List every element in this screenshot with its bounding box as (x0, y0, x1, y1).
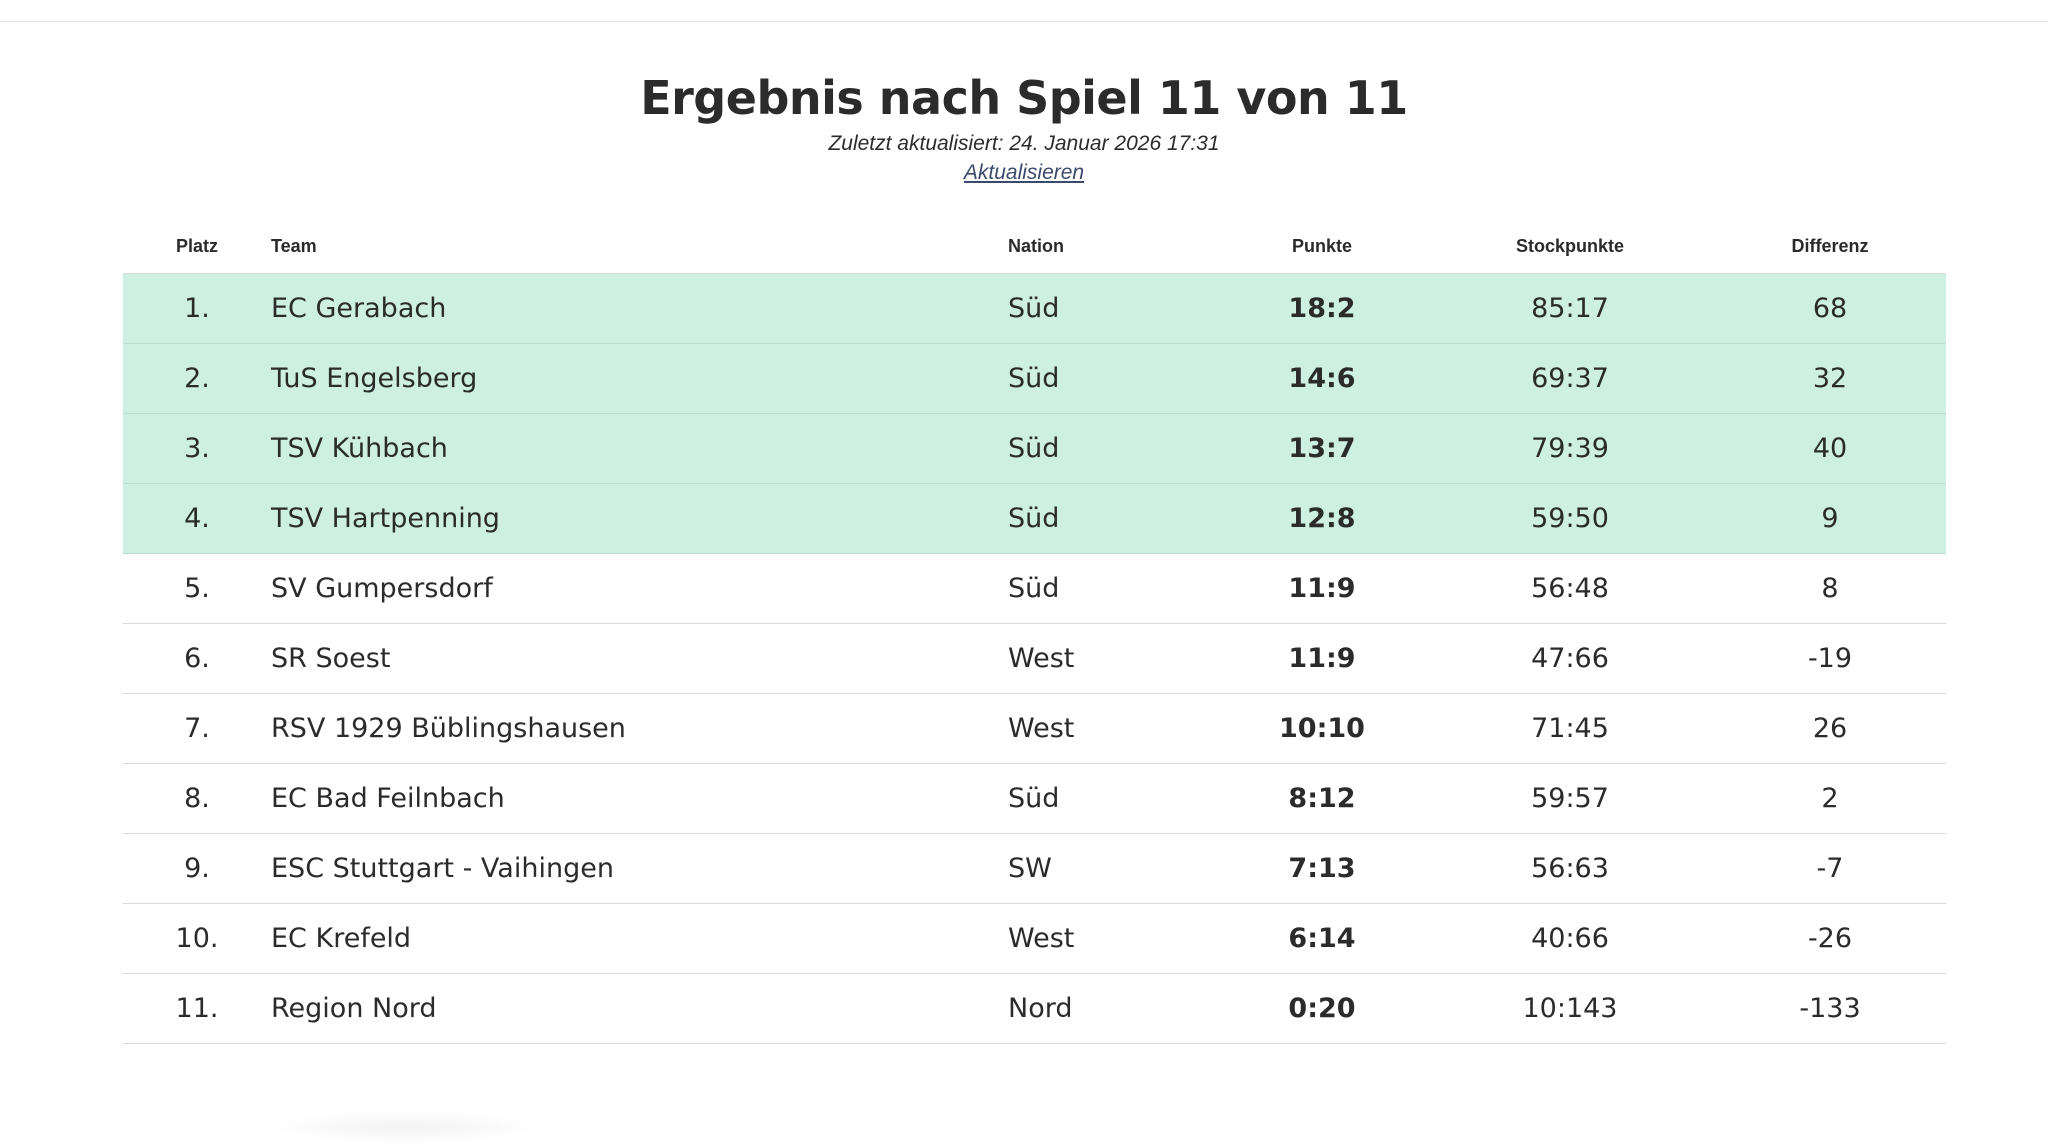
cell-nation: Süd (1008, 343, 1218, 414)
cell-stockpunkte: 56:63 (1426, 833, 1714, 904)
cell-differenz: -133 (1714, 973, 1946, 1044)
column-header-stockpunkte: Stockpunkte (1515, 236, 1625, 256)
cell-team: ESC Stuttgart - Vaihingen (271, 833, 1008, 904)
cell-nation: Süd (1008, 483, 1218, 554)
table-row: 9. ESC Stuttgart - Vaihingen SW 7:13 56:… (123, 833, 1946, 904)
refresh-link[interactable]: Aktualisieren (963, 161, 1085, 184)
table-row: 10. EC Krefeld West 6:14 40:66 -26 (123, 903, 1946, 974)
cell-stockpunkte: 59:57 (1426, 763, 1714, 834)
cell-nation: SW (1008, 833, 1218, 904)
cell-punkte: 18:2 (1218, 273, 1426, 344)
top-divider (0, 21, 2048, 22)
cell-platz: 2. (123, 343, 271, 414)
cell-platz: 10. (123, 903, 271, 974)
cell-nation: Süd (1008, 553, 1218, 624)
cell-punkte: 6:14 (1218, 903, 1426, 974)
cell-platz: 9. (123, 833, 271, 904)
cell-team: EC Bad Feilnbach (271, 763, 1008, 834)
cell-platz: 11. (123, 973, 271, 1044)
cell-differenz: 26 (1714, 693, 1946, 764)
cell-stockpunkte: 69:37 (1426, 343, 1714, 414)
column-header-differenz: Differenz (1791, 236, 1869, 256)
cell-nation: West (1008, 903, 1218, 974)
cell-stockpunkte: 59:50 (1426, 483, 1714, 554)
cell-differenz: 2 (1714, 763, 1946, 834)
cell-nation: Süd (1008, 413, 1218, 484)
cell-platz: 8. (123, 763, 271, 834)
cell-differenz: 9 (1714, 483, 1946, 554)
cell-stockpunkte: 10:143 (1426, 973, 1714, 1044)
cell-nation: West (1008, 623, 1218, 694)
cell-punkte: 10:10 (1218, 693, 1426, 764)
results-header: Ergebnis nach Spiel 11 von 11 Zuletzt ak… (0, 66, 2048, 188)
cell-team: EC Krefeld (271, 903, 1008, 974)
standings-table-container: Platz Team Nation Punkte Stockpunkte Dif… (123, 220, 1946, 1044)
cell-differenz: 32 (1714, 343, 1946, 414)
cell-differenz: 40 (1714, 413, 1946, 484)
cell-punkte: 0:20 (1218, 973, 1426, 1044)
cell-stockpunkte: 47:66 (1426, 623, 1714, 694)
column-header-platz: Platz (175, 236, 218, 256)
cell-differenz: -7 (1714, 833, 1946, 904)
column-header-nation: Nation (1008, 236, 1064, 256)
table-row: 7. RSV 1929 Büblingshausen West 10:10 71… (123, 693, 1946, 764)
table-body: 1. EC Gerabach Süd 18:2 85:17 68 2. TuS … (123, 273, 1946, 1044)
cell-platz: 5. (123, 553, 271, 624)
cell-platz: 3. (123, 413, 271, 484)
column-header-team: Team (271, 236, 317, 256)
cell-team: Region Nord (271, 973, 1008, 1044)
table-row: 3. TSV Kühbach Süd 13:7 79:39 40 (123, 413, 1946, 484)
cell-differenz: -19 (1714, 623, 1946, 694)
cell-punkte: 13:7 (1218, 413, 1426, 484)
standings-table: Platz Team Nation Punkte Stockpunkte Dif… (123, 220, 1946, 1044)
bottom-shadow-decoration (270, 1110, 540, 1144)
table-row: 11. Region Nord Nord 0:20 10:143 -133 (123, 973, 1946, 1044)
cell-stockpunkte: 79:39 (1426, 413, 1714, 484)
cell-stockpunkte: 71:45 (1426, 693, 1714, 764)
cell-team: TSV Kühbach (271, 413, 1008, 484)
cell-platz: 1. (123, 273, 271, 344)
table-row: 5. SV Gumpersdorf Süd 11:9 56:48 8 (123, 553, 1946, 624)
table-row: 8. EC Bad Feilnbach Süd 8:12 59:57 2 (123, 763, 1946, 834)
cell-punkte: 11:9 (1218, 553, 1426, 624)
cell-differenz: 8 (1714, 553, 1946, 624)
cell-punkte: 7:13 (1218, 833, 1426, 904)
cell-punkte: 12:8 (1218, 483, 1426, 554)
cell-nation: Süd (1008, 763, 1218, 834)
cell-punkte: 14:6 (1218, 343, 1426, 414)
last-updated-text: Zuletzt aktualisiert: 24. Januar 2026 17… (828, 132, 1220, 155)
cell-team: SV Gumpersdorf (271, 553, 1008, 624)
cell-nation: West (1008, 693, 1218, 764)
cell-platz: 4. (123, 483, 271, 554)
cell-nation: Süd (1008, 273, 1218, 344)
cell-differenz: 68 (1714, 273, 1946, 344)
cell-nation: Nord (1008, 973, 1218, 1044)
table-row: 6. SR Soest West 11:9 47:66 -19 (123, 623, 1946, 694)
table-header-row: Platz Team Nation Punkte Stockpunkte Dif… (123, 220, 1946, 274)
cell-team: SR Soest (271, 623, 1008, 694)
cell-punkte: 11:9 (1218, 623, 1426, 694)
cell-stockpunkte: 85:17 (1426, 273, 1714, 344)
cell-team: EC Gerabach (271, 273, 1008, 344)
table-row: 4. TSV Hartpenning Süd 12:8 59:50 9 (123, 483, 1946, 554)
table-row: 1. EC Gerabach Süd 18:2 85:17 68 (123, 273, 1946, 344)
cell-differenz: -26 (1714, 903, 1946, 974)
cell-team: TuS Engelsberg (271, 343, 1008, 414)
cell-stockpunkte: 56:48 (1426, 553, 1714, 624)
cell-platz: 7. (123, 693, 271, 764)
cell-punkte: 8:12 (1218, 763, 1426, 834)
cell-platz: 6. (123, 623, 271, 694)
column-header-punkte: Punkte (1291, 236, 1352, 256)
cell-stockpunkte: 40:66 (1426, 903, 1714, 974)
cell-team: RSV 1929 Büblingshausen (271, 693, 1008, 764)
table-row: 2. TuS Engelsberg Süd 14:6 69:37 32 (123, 343, 1946, 414)
cell-team: TSV Hartpenning (271, 483, 1008, 554)
page-title: Ergebnis nach Spiel 11 von 11 (640, 71, 1408, 125)
